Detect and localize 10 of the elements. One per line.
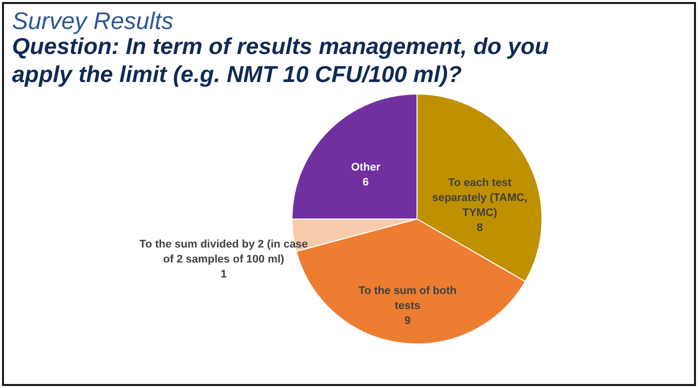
data-label: 1 bbox=[220, 268, 227, 280]
data-label: 8 bbox=[476, 222, 483, 234]
chart-title: Survey Results bbox=[12, 8, 174, 35]
data-label: 6 bbox=[362, 176, 369, 189]
data-label: 9 bbox=[404, 314, 411, 327]
slice-label: Other bbox=[351, 162, 382, 174]
slice-label: To each test separately (TAMC, TYMC) bbox=[432, 176, 528, 219]
chart-subtitle: Question: In term of results management, do you apply the limit (e.g. NMT 10 CFU/100 ml)? bbox=[12, 33, 549, 87]
slice-label: To the sum of both tests bbox=[358, 284, 457, 312]
slice-label: To the sum divided by 2 (in case of 2 samples of 100 ml) bbox=[139, 238, 308, 266]
